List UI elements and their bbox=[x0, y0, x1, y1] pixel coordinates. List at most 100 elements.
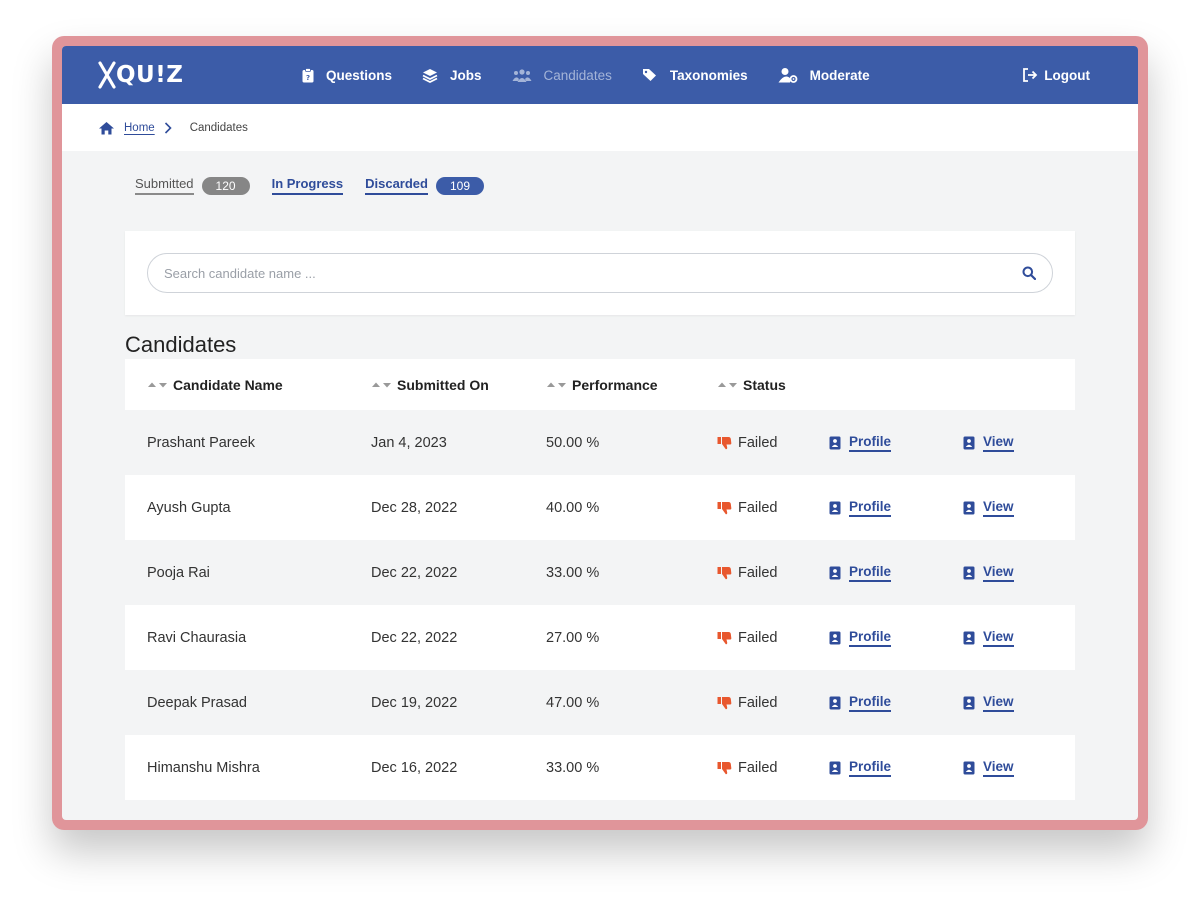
document-icon bbox=[963, 566, 975, 579]
status-cell: Failed bbox=[695, 565, 829, 581]
view-link[interactable]: View bbox=[963, 629, 1014, 647]
view-link[interactable]: View bbox=[963, 694, 1014, 712]
candidate-name: Ravi Chaurasia bbox=[147, 629, 247, 646]
view-link[interactable]: View bbox=[963, 499, 1014, 517]
contact-card-icon bbox=[829, 566, 841, 579]
view-link-label: View bbox=[983, 434, 1014, 452]
tab-label: Discarded bbox=[365, 176, 428, 195]
contact-card-icon bbox=[829, 761, 841, 774]
svg-text:?: ? bbox=[306, 74, 310, 82]
search-input[interactable] bbox=[164, 265, 1022, 281]
status-cell: Failed bbox=[695, 435, 829, 451]
table-row: Pooja Rai Dec 22, 2022 33.00 % Failed Pr… bbox=[125, 540, 1075, 605]
view-link-cell: View bbox=[963, 499, 1075, 517]
view-link-cell: View bbox=[963, 759, 1075, 777]
profile-link-cell: Profile bbox=[829, 564, 963, 582]
logout-button[interactable]: Logout bbox=[1022, 46, 1090, 104]
tab-submitted[interactable]: Submitted 120 bbox=[135, 176, 250, 195]
status-label: Failed bbox=[738, 434, 778, 451]
profile-link[interactable]: Profile bbox=[829, 629, 892, 647]
profile-link[interactable]: Profile bbox=[829, 499, 892, 517]
submitted-date: Dec 22, 2022 bbox=[371, 629, 458, 646]
column-header-submitted-on[interactable]: Submitted On bbox=[349, 377, 524, 393]
clipboard-icon: ? bbox=[302, 67, 314, 82]
search-box bbox=[147, 253, 1053, 293]
logo-text: QU!Z bbox=[116, 62, 184, 88]
status-cell: Failed bbox=[695, 500, 829, 516]
candidate-name: Deepak Prasad bbox=[147, 694, 247, 711]
nav-item-taxonomies[interactable]: Taxonomies bbox=[642, 68, 748, 83]
nav-item-label: Jobs bbox=[450, 67, 482, 83]
candidate-name: Pooja Rai bbox=[147, 564, 210, 581]
tag-icon bbox=[642, 69, 656, 81]
search-icon bbox=[1022, 266, 1036, 280]
profile-link[interactable]: Profile bbox=[829, 434, 892, 452]
submitted-date: Dec 19, 2022 bbox=[371, 694, 458, 711]
thumbs-down-icon bbox=[717, 761, 732, 775]
view-link[interactable]: View bbox=[963, 434, 1014, 452]
thumbs-down-icon bbox=[717, 501, 732, 515]
nav-item-questions[interactable]: ? Questions bbox=[302, 68, 392, 83]
performance-value: 47.00 % bbox=[546, 694, 600, 711]
section-title: Candidates bbox=[125, 332, 237, 357]
tab-in-progress[interactable]: In Progress bbox=[271, 176, 344, 195]
users-icon bbox=[512, 68, 532, 82]
performance-value: 27.00 % bbox=[546, 629, 600, 646]
profile-link[interactable]: Profile bbox=[829, 759, 892, 777]
performance-value: 50.00 % bbox=[546, 434, 600, 451]
column-header-label: Performance bbox=[572, 376, 658, 393]
candidates-table: Candidate Name Submitted On Performance … bbox=[125, 359, 1075, 800]
profile-link-label: Profile bbox=[849, 434, 892, 452]
nav-item-label: Candidates bbox=[543, 67, 612, 83]
profile-link[interactable]: Profile bbox=[829, 564, 892, 582]
view-link-cell: View bbox=[963, 434, 1075, 452]
table-row: Prashant Pareek Jan 4, 2023 50.00 % Fail… bbox=[125, 410, 1075, 475]
view-link-label: View bbox=[983, 759, 1014, 777]
logout-label: Logout bbox=[1044, 67, 1090, 83]
view-link-cell: View bbox=[963, 694, 1075, 712]
view-link[interactable]: View bbox=[963, 759, 1014, 777]
search-button[interactable] bbox=[1022, 266, 1036, 280]
breadcrumb: Home Candidates bbox=[62, 104, 1138, 151]
column-header-candidate-name[interactable]: Candidate Name bbox=[125, 377, 349, 393]
view-link-label: View bbox=[983, 629, 1014, 647]
profile-link-cell: Profile bbox=[829, 434, 963, 452]
view-link-label: View bbox=[983, 694, 1014, 712]
nav-item-candidates[interactable]: Candidates bbox=[512, 68, 612, 83]
candidate-name: Ayush Gupta bbox=[147, 499, 231, 516]
tab-discarded[interactable]: Discarded 109 bbox=[365, 176, 485, 195]
nav-item-jobs[interactable]: Jobs bbox=[422, 68, 482, 83]
profile-link-cell: Profile bbox=[829, 694, 963, 712]
layers-icon bbox=[422, 68, 438, 83]
nav-item-label: Moderate bbox=[809, 67, 870, 83]
tab-label: In Progress bbox=[271, 176, 344, 195]
view-link[interactable]: View bbox=[963, 564, 1014, 582]
profile-link-label: Profile bbox=[849, 694, 892, 712]
thumbs-down-icon bbox=[717, 566, 732, 580]
column-header-status[interactable]: Status bbox=[695, 377, 829, 393]
status-label: Failed bbox=[738, 564, 778, 581]
contact-card-icon bbox=[829, 501, 841, 514]
thumbs-down-icon bbox=[717, 436, 732, 450]
sort-icon bbox=[717, 381, 739, 389]
nav-item-label: Taxonomies bbox=[669, 67, 748, 83]
view-link-cell: View bbox=[963, 564, 1075, 582]
breadcrumb-home-link[interactable]: Home bbox=[98, 121, 155, 135]
column-header-performance[interactable]: Performance bbox=[524, 377, 695, 393]
app-logo[interactable]: QU!Z bbox=[98, 60, 183, 90]
profile-link-cell: Profile bbox=[829, 629, 963, 647]
nav-item-moderate[interactable]: Moderate bbox=[778, 67, 870, 83]
document-icon bbox=[963, 501, 975, 514]
table-row: Ravi Chaurasia Dec 22, 2022 27.00 % Fail… bbox=[125, 605, 1075, 670]
search-card bbox=[125, 231, 1075, 315]
column-header-label: Submitted On bbox=[397, 376, 489, 393]
breadcrumb-home-label: Home bbox=[124, 121, 155, 134]
performance-value: 33.00 % bbox=[546, 564, 600, 581]
chevron-right-icon bbox=[164, 121, 172, 134]
submitted-date: Dec 28, 2022 bbox=[371, 499, 458, 516]
column-header-label: Candidate Name bbox=[173, 376, 283, 393]
table-row: Deepak Prasad Dec 19, 2022 47.00 % Faile… bbox=[125, 670, 1075, 735]
profile-link[interactable]: Profile bbox=[829, 694, 892, 712]
status-label: Failed bbox=[738, 694, 778, 711]
table-body: Prashant Pareek Jan 4, 2023 50.00 % Fail… bbox=[125, 410, 1075, 800]
